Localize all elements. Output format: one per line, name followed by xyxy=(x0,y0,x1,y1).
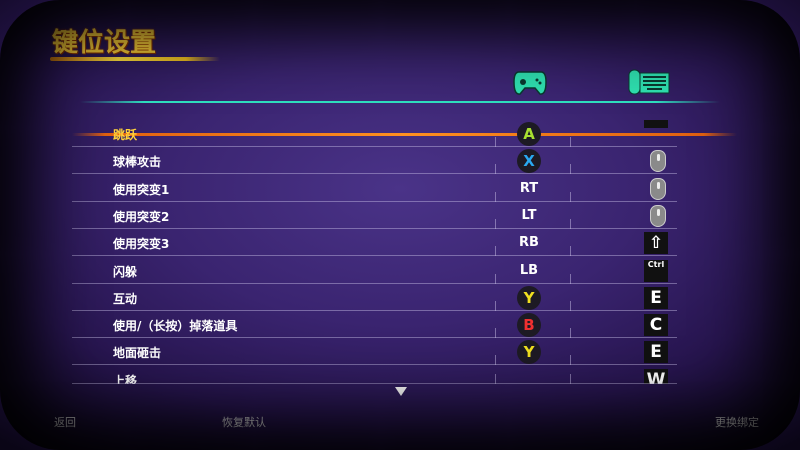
action-label: 使用突变1 xyxy=(113,182,170,197)
action-label: 使用突变3 xyxy=(113,237,170,252)
column-divider xyxy=(570,355,571,366)
mouse-right-icon[interactable] xyxy=(650,177,666,200)
selection-highlight xyxy=(72,133,737,136)
action-label: 上移 xyxy=(113,373,138,384)
scroll-down-arrow-icon[interactable] xyxy=(395,387,407,396)
gamepad-binding[interactable]: RB xyxy=(519,235,539,251)
keyboard-binding[interactable]: Space xyxy=(644,120,668,128)
row-divider xyxy=(72,146,677,147)
mouse-left-icon[interactable] xyxy=(650,150,666,173)
gamepad-icon xyxy=(513,71,547,95)
column-divider xyxy=(495,373,496,384)
keyboard-binding[interactable]: Ctrl xyxy=(644,259,668,282)
column-divider xyxy=(570,191,571,202)
keybind-row[interactable]: 使用突变3 RB ⇧ xyxy=(72,229,677,257)
column-divider xyxy=(570,328,571,339)
row-divider xyxy=(72,255,677,257)
header-divider xyxy=(80,101,720,103)
row-divider xyxy=(72,337,677,339)
column-divider xyxy=(570,164,571,175)
column-divider xyxy=(570,373,571,384)
action-label: 使用/（长按）掉落道具 xyxy=(113,319,238,334)
row-divider xyxy=(72,173,677,175)
column-divider xyxy=(570,246,571,257)
keybind-row[interactable]: 使用/（长按）掉落道具 B C xyxy=(72,311,677,339)
keyboard-binding[interactable]: W xyxy=(644,368,668,384)
keybind-row[interactable]: 上移 W xyxy=(72,366,677,384)
column-divider xyxy=(570,300,571,311)
column-divider xyxy=(570,218,571,229)
column-divider xyxy=(495,164,496,175)
column-divider xyxy=(495,218,496,229)
page-title: 键位设置 xyxy=(52,28,157,58)
gamepad-binding[interactable]: LB xyxy=(519,262,539,278)
keybind-row[interactable]: 使用突变2 LT xyxy=(72,202,677,229)
action-label: 互动 xyxy=(113,291,138,306)
row-divider xyxy=(72,309,677,311)
keyboard-binding[interactable]: ⇧ xyxy=(644,232,668,255)
row-divider xyxy=(72,200,677,202)
mouse-middle-icon[interactable] xyxy=(650,204,666,227)
column-divider xyxy=(495,273,496,284)
column-divider xyxy=(495,137,496,147)
column-divider xyxy=(495,246,496,257)
row-divider xyxy=(72,227,677,229)
action-label: 地面砸击 xyxy=(113,346,162,361)
keyboard-binding[interactable]: E xyxy=(644,341,668,364)
action-label: 球棒攻击 xyxy=(113,155,162,170)
keyboard-binding[interactable]: C xyxy=(644,314,668,337)
column-divider xyxy=(495,191,496,202)
row-divider xyxy=(72,282,677,284)
gamepad-binding[interactable]: RT xyxy=(519,180,539,196)
rebind-button[interactable]: 更换绑定 xyxy=(715,416,759,429)
keybind-row[interactable]: 使用突变1 RT xyxy=(72,175,677,202)
gamepad-binding[interactable]: Y xyxy=(517,340,541,365)
title-underline xyxy=(50,57,220,61)
back-button[interactable]: 返回 xyxy=(54,416,76,429)
gamepad-binding[interactable]: LT xyxy=(521,207,537,223)
action-label: 跳跃 xyxy=(113,128,138,142)
action-label: 使用突变2 xyxy=(113,209,170,224)
mouse-keyboard-icon xyxy=(628,69,670,95)
column-divider xyxy=(495,355,496,366)
column-divider xyxy=(570,273,571,284)
keybind-row[interactable]: 球棒攻击 X xyxy=(72,147,677,175)
gamepad-binding[interactable]: Y xyxy=(517,285,541,310)
keyboard-binding[interactable]: E xyxy=(644,286,668,309)
row-divider xyxy=(72,364,677,366)
column-divider xyxy=(495,328,496,339)
gamepad-binding[interactable]: X xyxy=(517,149,541,174)
column-divider xyxy=(570,137,571,147)
reset-defaults-button[interactable]: 恢复默认 xyxy=(222,416,266,429)
keybind-row[interactable]: 闪躲 LB Ctrl xyxy=(72,257,677,284)
keybind-row[interactable]: 互动 Y E xyxy=(72,284,677,311)
keybind-row[interactable]: 地面砸击 Y E xyxy=(72,338,677,366)
keybind-row[interactable]: 跳跃 A Space xyxy=(72,120,677,147)
gamepad-binding[interactable]: B xyxy=(517,313,541,338)
row-divider xyxy=(72,382,677,384)
column-divider xyxy=(495,300,496,311)
gamepad-binding[interactable]: A xyxy=(517,122,541,146)
action-label: 闪躲 xyxy=(113,264,138,279)
